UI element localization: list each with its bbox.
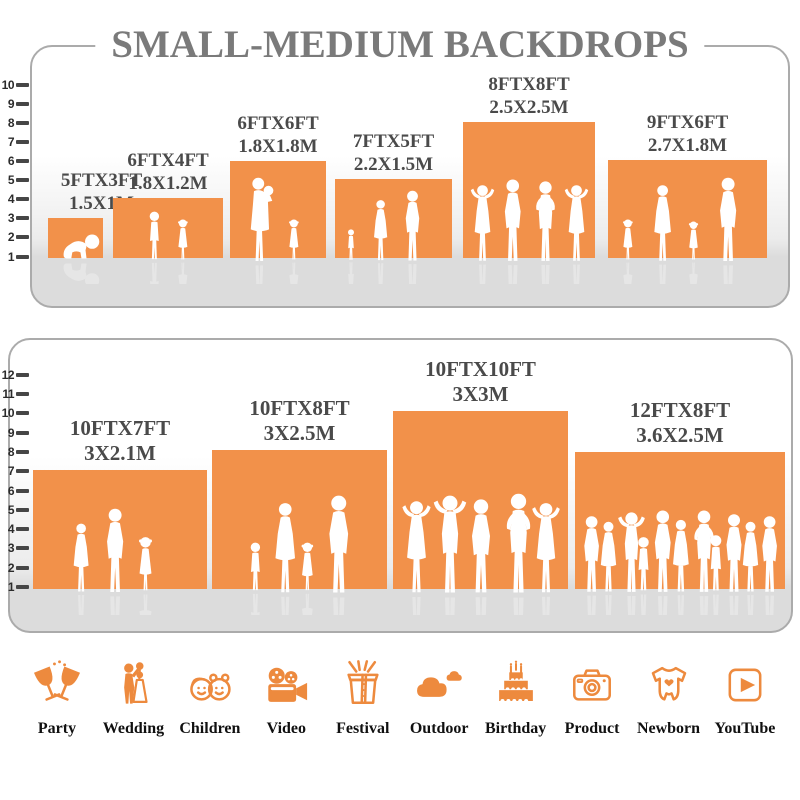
category-label: YouTube [714,720,776,737]
category-youtube: YouTube [708,658,782,738]
ruler-tick: 9 [0,426,29,440]
ruler-tick: 3 [0,211,29,225]
backdrop-bar-10x10: 10FTX10FT 3X3M [393,357,568,615]
ruler-top-panel: 1 2 3 4 5 6 7 8 9 10 [0,0,32,800]
backdrop-size-label: 6FTX6FT 1.8X1.8M [237,112,319,157]
people-silhouette [623,177,737,284]
ruler-tick: 8 [0,445,29,459]
category-newborn: Newborn [632,658,706,738]
people-silhouette [250,177,299,284]
outdoor-icon [417,671,462,697]
people-silhouette [149,211,188,284]
category-label: Wedding [102,720,165,737]
category-festival: Festival [326,658,400,738]
ruler-tick: 10 [0,78,29,92]
children-icon [190,673,231,701]
backdrop-bar-6x6: 6FTX6FT 1.8X1.8M [230,113,326,284]
ruler-tick: 10 [0,406,29,420]
ruler-tick: 9 [0,97,29,111]
ruler-tick: 7 [0,464,29,478]
category-product: Product [555,658,629,738]
backdrop-size-label: 8FTX8FT 2.5X2.5M [488,73,570,118]
people-silhouette [63,234,100,284]
people-silhouette [348,190,420,284]
page-title: SMALL-MEDIUM BACKDROPS [95,23,705,67]
ruler-tick: 7 [0,135,29,149]
backdrop-bar-10x7: 10FTX7FT 3X2.1M [33,416,207,615]
backdrop-bar-9x6: 9FTX6FT 2.7X1.8M [608,112,767,284]
category-label: Festival [336,720,390,737]
category-label: Product [564,720,620,737]
category-label: Birthday [484,720,547,737]
ruler-tick: 4 [0,522,29,536]
people-silhouette [250,495,349,615]
ruler-tick: 4 [0,192,29,206]
backdrop-bar-5x3: 5FTX3FT 1.5X1M [48,170,142,284]
category-label: Video [266,720,307,737]
product-icon [573,669,612,701]
ruler-tick: 8 [0,116,29,130]
ruler-tick: 6 [0,484,29,498]
ruler-tick: 1 [0,580,29,594]
birthday-icon [498,660,533,704]
category-label: Outdoor [409,720,469,737]
party-icon [33,660,81,701]
backdrop-size-label: 10FTX8FT 3X2.5M [249,395,350,446]
category-party: Party [20,658,94,738]
backdrop-bar-6x4: 6FTX4FT 1.8X1.2M [113,150,223,284]
category-wedding: Wedding [96,658,170,738]
festival-icon [347,660,379,704]
category-label: Party [37,720,77,737]
ruler-tick: 2 [0,561,29,575]
people-silhouette [470,179,589,284]
newborn-icon [651,666,686,701]
backdrop-size-label: 10FTX10FT 3X3M [425,356,536,407]
people-silhouette [402,493,560,615]
video-icon [268,667,308,702]
category-label: Newborn [636,720,701,737]
backdrop-size-label: 6FTX4FT 1.8X1.2M [127,149,209,194]
ruler-tick: 1 [0,250,29,264]
ruler-tick: 5 [0,173,29,187]
category-row: Party Wedding [20,658,782,738]
backdrop-size-label: 10FTX7FT 3X2.1M [69,415,171,466]
ruler-tick: 12 [0,368,29,382]
backdrop-size-label: 7FTX5FT 2.2X1.5M [352,130,435,175]
ruler-tick: 2 [0,230,29,244]
category-birthday: Birthday [479,658,553,738]
wedding-icon [124,662,149,704]
backdrop-bar-8x8: 8FTX8FT 2.5X2.5M [463,74,595,284]
backdrop-bar-7x5: 7FTX5FT 2.2X1.5M [335,131,452,284]
youtube-icon [728,668,762,702]
backdrop-bar-12x8: 12FTX8FT 3.6X2.5M [575,398,785,615]
people-silhouette [73,508,152,615]
ruler-tick: 3 [0,541,29,555]
category-label: Children [179,720,241,737]
category-children: Children [173,658,247,738]
people-silhouette [584,510,777,615]
ruler-tick: 6 [0,154,29,168]
ruler-bottom-panel: 1 2 3 4 5 6 7 8 9 10 11 12 [0,0,32,800]
backdrop-size-label: 9FTX6FT 2.7X1.8M [646,111,729,156]
ruler-tick: 5 [0,503,29,517]
category-outdoor: Outdoor [402,658,476,738]
ruler-tick: 11 [0,387,29,401]
backdrop-bar-10x8: 10FTX8FT 3X2.5M [212,396,387,615]
backdrop-size-label: 12FTX8FT 3.6X2.5M [629,397,731,448]
category-video: Video [249,658,323,738]
